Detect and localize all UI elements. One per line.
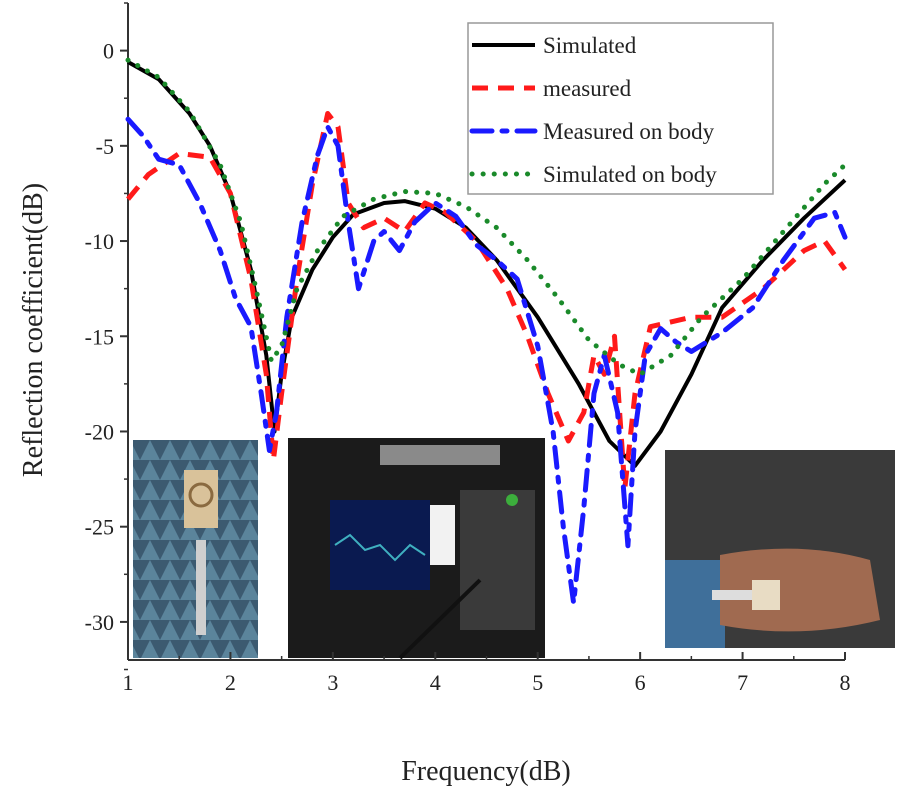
legend-label-measured: measured (543, 76, 632, 101)
legend: Simulated measured Measured on body Simulat… (467, 22, 774, 195)
series-line-measured-on-body (125, 116, 848, 606)
series-line-simulated-on-body (125, 57, 848, 377)
inset-photo-network-analyzer (288, 438, 545, 660)
y-tick-label: -20 (85, 419, 114, 444)
x-tick-label: 7 (737, 670, 748, 695)
x-tick-label: 5 (532, 670, 543, 695)
x-tick-label: 2 (225, 670, 236, 695)
legend-label-measured-on-body: Measured on body (543, 119, 715, 144)
inset-photo-anechoic-chamber (133, 440, 258, 658)
y-tick-label: -10 (85, 229, 114, 254)
y-tick-label: 0 (103, 39, 114, 64)
inset-photo-on-body (665, 450, 895, 648)
x-tick-label: 8 (840, 670, 851, 695)
x-tick-label: 6 (635, 670, 646, 695)
legend-label-simulated: Simulated (543, 33, 637, 58)
series-line-measured (126, 111, 848, 492)
y-tick-label: -15 (85, 324, 114, 349)
series-line-simulated (127, 60, 847, 468)
x-axis-label: Frequency(dB) (401, 756, 571, 787)
y-tick-label: -25 (85, 515, 114, 540)
y-tick-label: -5 (96, 134, 114, 159)
y-tick-label: -30 (85, 610, 114, 635)
series-lines (125, 57, 848, 606)
axes: 1 2 3 4 5 6 7 8 0 -5 -10 -15 -20 -25 -30 (85, 2, 851, 695)
x-tick-label: 1 (123, 670, 134, 695)
y-axis-label: Reflection coefficient(dB) (18, 183, 49, 477)
legend-label-simulated-on-body: Simulated on body (543, 162, 717, 187)
inset-photos (133, 438, 895, 660)
x-tick-label: 4 (430, 670, 441, 695)
x-tick-label: 3 (327, 670, 338, 695)
